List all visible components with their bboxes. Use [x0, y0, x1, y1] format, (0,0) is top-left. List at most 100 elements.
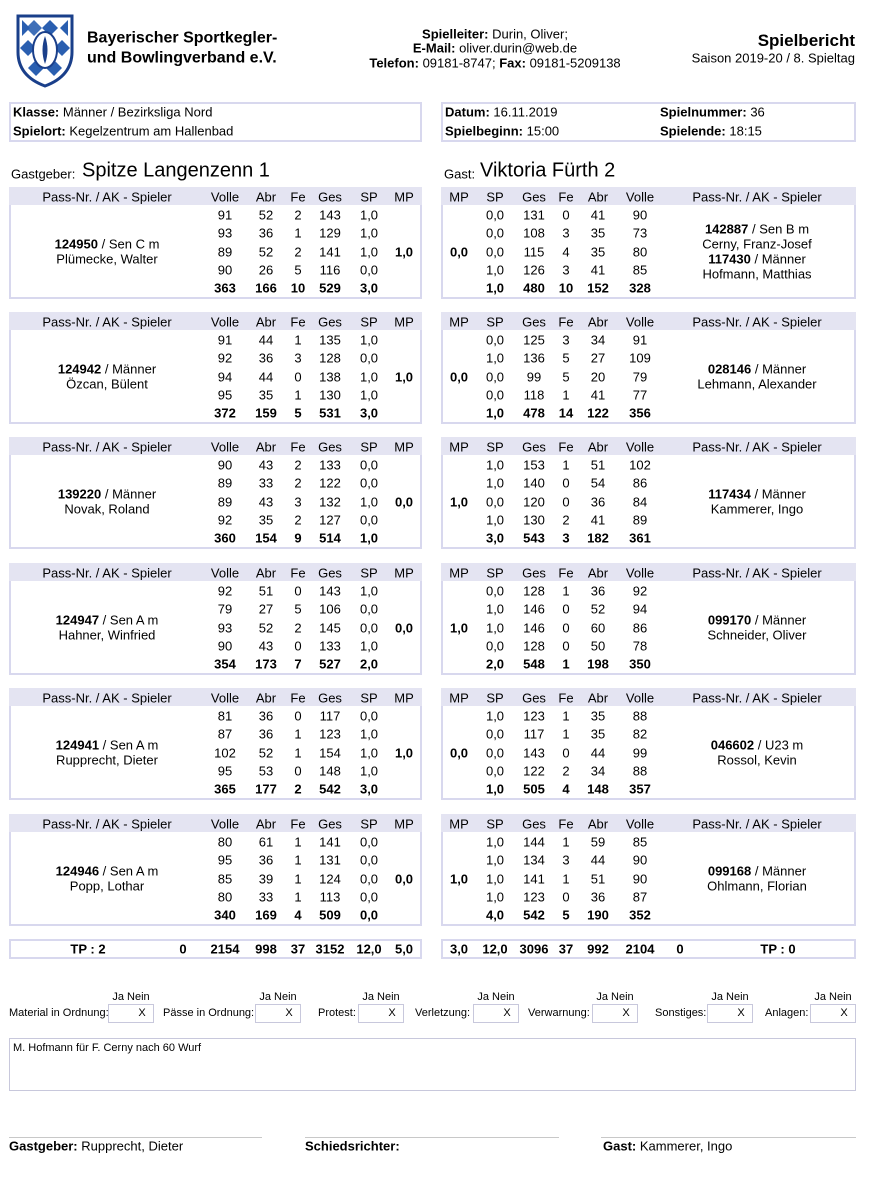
- cell: 36: [258, 350, 274, 366]
- total: 0: [676, 941, 684, 957]
- cell: 0: [562, 601, 570, 617]
- total-cell: 4: [294, 907, 302, 923]
- col-header: Pass-Nr. / AK - Spieler: [692, 690, 822, 706]
- col-header: Pass-Nr. / AK - Spieler: [692, 314, 822, 330]
- total: 3096: [519, 941, 549, 957]
- cell: 143: [319, 583, 341, 599]
- cell: 132: [319, 494, 341, 509]
- check-mark: X: [503, 1007, 511, 1019]
- col-header: Abr: [587, 439, 609, 455]
- cell: 86: [632, 475, 648, 491]
- col-header: Fe: [290, 690, 306, 706]
- signature-line: [305, 1137, 559, 1138]
- check-box: [358, 1004, 404, 1023]
- total-cell: 372: [214, 405, 236, 421]
- value: Kegelzentrum am Hallenbad: [69, 123, 234, 139]
- check-box: [810, 1004, 856, 1023]
- cell: 20: [590, 369, 606, 384]
- col-header: SP: [360, 690, 378, 706]
- col-header: Volle: [625, 314, 655, 330]
- cell: 3: [294, 494, 302, 509]
- cell: 1,0: [485, 708, 505, 724]
- cell: 5: [562, 369, 570, 384]
- total-cell: 350: [629, 656, 651, 672]
- cell: 124: [319, 871, 341, 886]
- total-cell: 1,0: [485, 280, 505, 296]
- cell: 127: [319, 512, 341, 528]
- cell: 3: [294, 350, 302, 366]
- ak: / Männer: [104, 361, 157, 377]
- cell: 1: [562, 387, 570, 403]
- header-bar: [9, 187, 422, 205]
- label: Gast:: [603, 1138, 637, 1154]
- cell: 36: [258, 726, 274, 742]
- phone: Telefon: 09181-8747; Fax: 09181-5209138: [369, 56, 620, 71]
- cell: 1,0: [485, 871, 505, 886]
- value: oliver.durin@web.de: [459, 40, 578, 56]
- team-name: Spitze Langenzenn 1: [82, 159, 270, 182]
- ak: / Männer: [754, 486, 806, 502]
- total-cell: 198: [587, 656, 609, 672]
- cell: 1,0: [359, 638, 379, 654]
- header-bar: [441, 187, 856, 205]
- info-box: [441, 102, 856, 142]
- cell: 0,0: [359, 834, 379, 850]
- check-header: Ja Nein: [112, 991, 150, 1003]
- col-header: Abr: [587, 816, 609, 832]
- cell: 144: [523, 834, 545, 850]
- cell: 36: [590, 583, 606, 599]
- total-cell: 531: [319, 405, 341, 421]
- cell: 0,0: [485, 387, 505, 403]
- cell: 133: [319, 638, 341, 654]
- cell: 0,0: [359, 889, 379, 905]
- cell: 122: [319, 475, 341, 491]
- cell: 0,0: [485, 207, 505, 223]
- mp-cell: 0,0: [449, 745, 469, 761]
- col-header: Volle: [625, 816, 655, 832]
- cell: 125: [523, 332, 545, 348]
- cell: 116: [319, 262, 341, 278]
- cell: 130: [319, 387, 341, 403]
- cell: 148: [319, 763, 341, 779]
- cell: 80: [217, 889, 233, 905]
- total-cell: 2,0: [485, 656, 505, 672]
- col-header: Ges: [318, 565, 342, 581]
- cell: 138: [319, 369, 341, 384]
- cell: 0,0: [485, 225, 505, 241]
- total-cell: 529: [319, 280, 341, 296]
- logo: [16, 14, 74, 88]
- cell: 89: [217, 494, 233, 509]
- cell: 135: [319, 332, 341, 348]
- label: Fax:: [499, 55, 526, 71]
- mp-cell: 0,0: [449, 244, 469, 260]
- cell: 89: [632, 512, 648, 528]
- cell: 1: [294, 834, 302, 850]
- col-header: Pass-Nr. / AK - Spieler: [692, 816, 822, 832]
- beginn: Spielbeginn: 15:00: [445, 124, 559, 139]
- cell: 59: [590, 834, 606, 850]
- cell: 36: [258, 852, 274, 868]
- total-cell: 154: [255, 530, 277, 546]
- total-cell: 542: [523, 907, 545, 923]
- col-header: SP: [486, 314, 504, 330]
- cell: 87: [632, 889, 648, 905]
- check-mark: X: [840, 1007, 848, 1019]
- cell: 0: [294, 583, 302, 599]
- cell: 0,0: [485, 726, 505, 742]
- total-cell: 509: [319, 907, 341, 923]
- total-cell: 1,0: [485, 405, 505, 421]
- cell: 90: [217, 638, 233, 654]
- cell: 1: [562, 457, 570, 473]
- cell: 1: [294, 387, 302, 403]
- cell: 1,0: [359, 225, 379, 241]
- cell: 93: [217, 225, 233, 241]
- check-box: [592, 1004, 638, 1023]
- total-cell: 357: [629, 781, 651, 797]
- team-name: Viktoria Fürth 2: [480, 159, 616, 182]
- total-cell: 363: [214, 280, 236, 296]
- note: M. Hofmann für F. Cerny nach 60 Wurf: [13, 1042, 202, 1054]
- check-box: [255, 1004, 301, 1023]
- player-id: 117434 / Männer: [708, 487, 806, 502]
- col-header: Fe: [558, 565, 574, 581]
- cell: 35: [590, 726, 606, 742]
